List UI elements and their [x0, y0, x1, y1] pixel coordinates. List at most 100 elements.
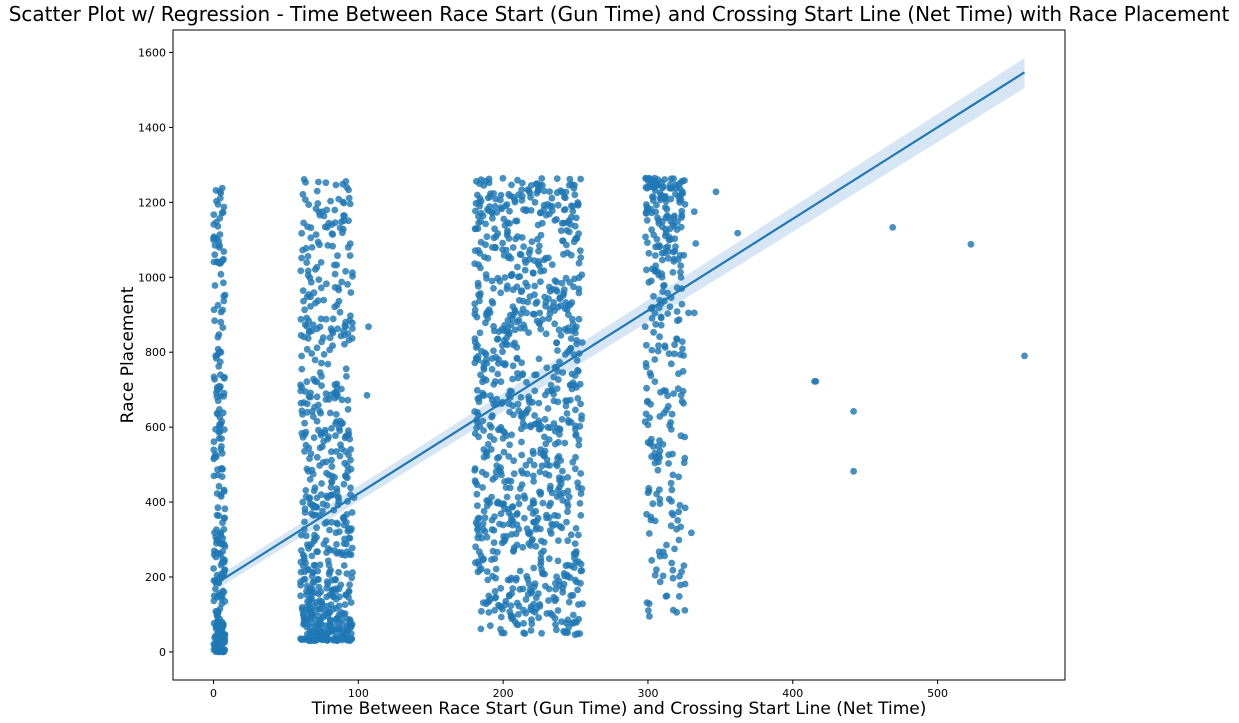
- data-point: [648, 265, 656, 273]
- y-tick-label: 200: [145, 571, 166, 584]
- data-point: [546, 188, 553, 196]
- data-point: [555, 577, 563, 585]
- plot-frame: [172, 29, 1066, 681]
- y-axis-ticks: 0 200 400 600 800 1000 1200 1400 1600: [138, 46, 173, 659]
- data-point: [309, 413, 317, 420]
- data-point: [336, 528, 343, 536]
- data-point: [522, 279, 529, 287]
- data-point: [471, 300, 479, 308]
- data-point: [574, 366, 581, 374]
- data-point: [329, 231, 337, 238]
- data-point: [308, 350, 316, 357]
- data-point: [678, 214, 685, 221]
- data-point: [474, 279, 482, 287]
- data-point: [320, 351, 328, 358]
- data-point: [650, 328, 657, 336]
- data-point: [518, 481, 526, 488]
- data-point: [519, 419, 527, 427]
- data-point: [519, 371, 526, 379]
- data-point: [538, 219, 546, 227]
- data-point: [340, 199, 348, 207]
- data-point: [314, 576, 322, 583]
- data-point: [566, 279, 574, 286]
- data-point: [525, 329, 532, 336]
- data-point: [568, 385, 576, 393]
- data-point: [545, 502, 553, 510]
- data-point: [472, 225, 480, 233]
- data-point: [313, 494, 321, 502]
- data-point: [664, 392, 671, 400]
- data-point: [656, 500, 664, 507]
- data-point: [654, 466, 662, 474]
- data-point: [571, 191, 579, 199]
- data-point: [216, 194, 224, 202]
- data-point: [215, 362, 223, 370]
- data-point: [659, 572, 667, 580]
- data-point: [479, 484, 486, 491]
- data-point: [317, 259, 325, 266]
- data-point: [668, 410, 676, 418]
- data-point: [508, 531, 515, 538]
- data-point: [552, 621, 559, 628]
- data-point: [341, 340, 348, 348]
- data-point: [307, 584, 314, 592]
- data-point: [328, 478, 335, 485]
- data-point: [477, 625, 485, 633]
- data-point: [648, 557, 656, 564]
- data-point: [487, 446, 495, 453]
- data-point: [210, 258, 218, 266]
- data-point: [531, 420, 539, 428]
- data-point: [340, 562, 348, 569]
- data-point: [529, 269, 537, 277]
- data-point: [507, 602, 515, 609]
- data-point: [499, 239, 506, 247]
- data-point: [488, 556, 495, 563]
- data-point: [525, 249, 533, 257]
- data-point: [511, 326, 519, 334]
- data-point: [504, 227, 511, 235]
- data-point: [308, 327, 316, 335]
- data-point: [342, 323, 350, 330]
- data-point: [328, 425, 335, 432]
- data-point: [556, 358, 563, 366]
- data-point: [515, 611, 522, 618]
- data-point: [680, 352, 687, 359]
- data-point: [471, 260, 479, 268]
- data-point: [298, 365, 306, 373]
- data-point: [673, 308, 681, 315]
- data-point: [323, 469, 330, 477]
- data-point: [327, 616, 334, 624]
- data-point: [314, 200, 322, 207]
- data-point: [537, 231, 545, 239]
- data-point: [508, 516, 515, 524]
- data-point: [341, 535, 348, 543]
- data-point: [319, 634, 327, 642]
- data-point: [214, 504, 222, 512]
- data-point: [575, 315, 583, 323]
- data-point: [312, 637, 319, 644]
- data-point: [217, 491, 225, 498]
- data-point: [308, 552, 316, 560]
- data-point: [548, 387, 556, 395]
- data-point: [328, 456, 335, 464]
- data-point: [347, 312, 354, 320]
- data-point: [300, 399, 308, 406]
- data-point: [506, 207, 513, 215]
- data-point: [320, 438, 328, 445]
- data-point: [297, 558, 305, 566]
- data-point: [575, 289, 583, 297]
- data-point: [298, 407, 306, 415]
- data-point: [219, 648, 226, 656]
- data-point: [327, 197, 334, 205]
- data-point: [343, 373, 350, 380]
- data-point: [556, 523, 564, 530]
- data-point: [501, 274, 509, 281]
- data-point: [317, 284, 325, 292]
- data-point: [555, 326, 563, 334]
- data-point: [513, 510, 521, 517]
- data-point: [526, 457, 534, 464]
- data-point: [316, 323, 324, 331]
- y-tick-label: 600: [145, 421, 166, 434]
- data-point: [572, 329, 579, 337]
- data-point: [491, 607, 498, 614]
